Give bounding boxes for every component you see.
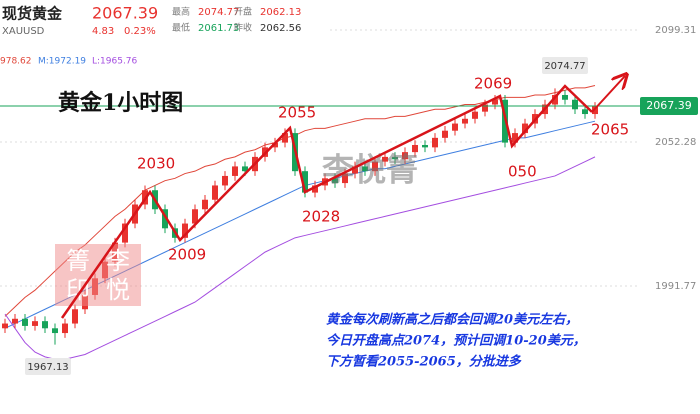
candle-body [52,328,58,334]
annotation: 2028 [302,208,340,226]
stat-value: 2061.73 [198,23,239,34]
legend-value: 978.62 [0,57,32,67]
candle-body [232,166,238,176]
candle-body [22,318,28,326]
candle-body [422,144,428,148]
candle-body [482,104,488,112]
candle-body [12,318,18,324]
stat-label: 开盘 [234,6,252,18]
candle-body [312,185,318,193]
seal-char: 李 [106,247,130,275]
candle-body [512,133,518,143]
stat-value: 2062.56 [260,23,301,34]
candle-body [552,94,558,105]
heading: 黄金1小时图 [58,90,183,116]
candle-body [382,156,388,162]
y-tick-label: 2052.28 [655,137,696,148]
candle-body [562,94,568,100]
instrument-code: XAUUSD [2,26,45,37]
candle-body [162,209,168,229]
stat-label: 最低 [172,22,190,34]
stat-label: 昨收 [234,22,252,34]
legend-value: L:1965.76 [92,57,138,67]
seal-char: 悦 [106,276,130,304]
candle-body [362,166,368,172]
candle-body [332,178,338,184]
candle-body [192,209,198,224]
price-callout: 2074.77 [544,61,585,72]
candle-body [472,111,478,119]
candle-body [372,161,378,172]
candle-body [242,166,248,172]
candle-body [122,223,128,243]
candle-body [462,118,468,124]
candle-body [432,137,438,148]
header-bg [0,0,330,40]
candle-body [492,99,498,105]
candle-body [202,199,208,210]
annotation: 2065 [591,121,629,139]
candle-body [72,309,78,324]
price-tag [640,96,698,115]
watermark: 李悦箐 [322,151,418,189]
instrument-name: 现货黄金 [2,5,63,23]
candle-body [352,166,358,174]
candle-body [572,99,578,110]
seal-char: 印 [66,276,90,304]
note-line: 下方暂看2055-2065，分批进多 [326,354,522,370]
candle-body [392,156,398,160]
trend-arrow [60,84,593,319]
price-callout-box [542,57,588,74]
quote-change-pct: 0.23% [124,26,156,37]
annotation: 2055 [278,104,316,122]
plot-area: 2099.31 2052.28 1991.77 2067.39 [0,25,698,360]
stat-label: 最高 [172,6,190,18]
candle-body [582,109,588,115]
legend-value: M:1972.19 [38,57,86,67]
seal-box [55,244,141,306]
seal-char: 箐 [66,247,90,275]
annotation: 2069 [474,75,512,93]
candle-body [442,130,448,138]
candle-body [282,133,288,143]
candle-body [522,123,528,134]
price-callout: 1967.13 [27,362,68,373]
candle-body [412,144,418,153]
candle-body [42,321,48,329]
band-line [4,84,596,317]
quote-price: 2067.39 [92,4,158,23]
candle-body [222,175,228,186]
annotation: 050 [508,163,537,181]
candle-body [32,321,38,326]
quote-change: 4.83 [92,26,114,37]
candle-body [62,323,68,334]
y-tick-label: 1991.77 [655,281,696,292]
trend-arrow [591,76,625,113]
band-line [4,156,596,360]
price-callout-box [25,358,71,375]
candle-body [302,171,308,193]
candle-body [342,173,348,184]
seal: 箐 李 印 悦 [55,244,141,306]
candle-body [2,323,8,329]
note-line: 今日开盘高点2074，预计回调10-20美元， [326,333,586,349]
stat-value: 2074.77 [198,7,239,18]
candle-body [182,223,188,238]
note-line: 黄金每次刷新高之后都会回调20美元左右， [326,312,578,328]
annotation: 2030 [137,155,175,173]
candle-body [212,185,218,200]
annotation: 2009 [168,246,206,264]
stat-value: 2062.13 [260,7,301,18]
price-tag-label: 2067.39 [646,99,692,112]
candle-body [452,123,458,131]
y-tick-label: 2099.31 [655,25,696,36]
candle-body [402,152,408,160]
